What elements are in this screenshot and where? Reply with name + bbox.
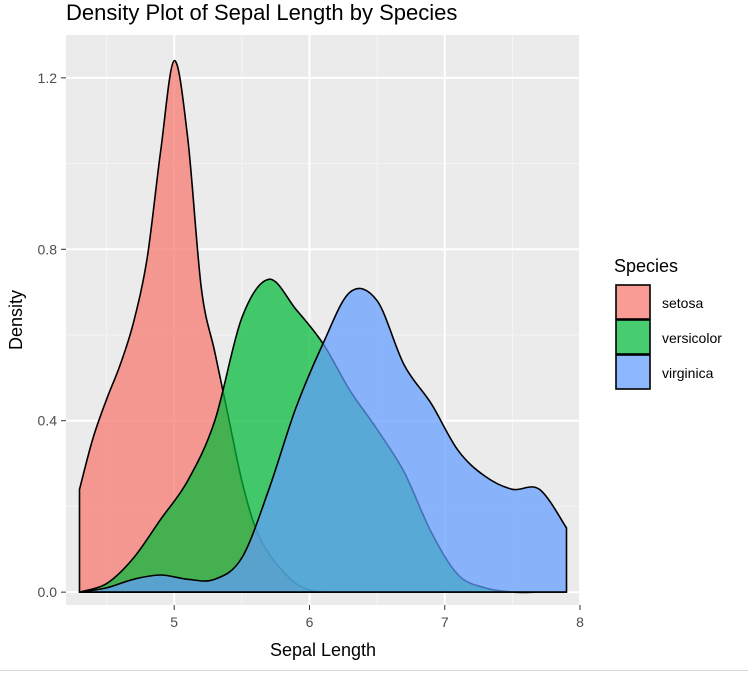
y-tick-label: 0.8 bbox=[38, 241, 58, 257]
y-axis: 0.0 0.4 0.8 1.2 bbox=[38, 70, 66, 600]
x-tick-label: 5 bbox=[170, 614, 178, 630]
y-tick-label: 0.4 bbox=[38, 413, 58, 429]
legend-key-setosa bbox=[615, 284, 651, 320]
x-tick-label: 8 bbox=[576, 614, 584, 630]
legend-title: Species bbox=[614, 256, 678, 276]
y-tick-label: 1.2 bbox=[38, 70, 58, 86]
x-tick-label: 6 bbox=[306, 614, 314, 630]
legend-key-virginica bbox=[615, 354, 651, 390]
legend: Species setosa versicolor virginica bbox=[614, 256, 722, 390]
x-tick-label: 7 bbox=[441, 614, 449, 630]
legend-label-versicolor: versicolor bbox=[662, 330, 722, 346]
chart-title: Density Plot of Sepal Length by Species bbox=[66, 0, 457, 25]
x-axis: 5 6 7 8 bbox=[170, 605, 584, 630]
density-area-virginica bbox=[78, 287, 568, 593]
y-axis-label: Density bbox=[6, 290, 26, 350]
y-tick-label: 0.0 bbox=[38, 584, 58, 600]
legend-label-setosa: setosa bbox=[662, 295, 703, 311]
legend-key-versicolor bbox=[615, 319, 651, 355]
bottom-divider bbox=[0, 670, 748, 671]
density-areas bbox=[78, 59, 568, 594]
x-axis-label: Sepal Length bbox=[270, 640, 376, 660]
legend-label-virginica: virginica bbox=[662, 365, 714, 381]
